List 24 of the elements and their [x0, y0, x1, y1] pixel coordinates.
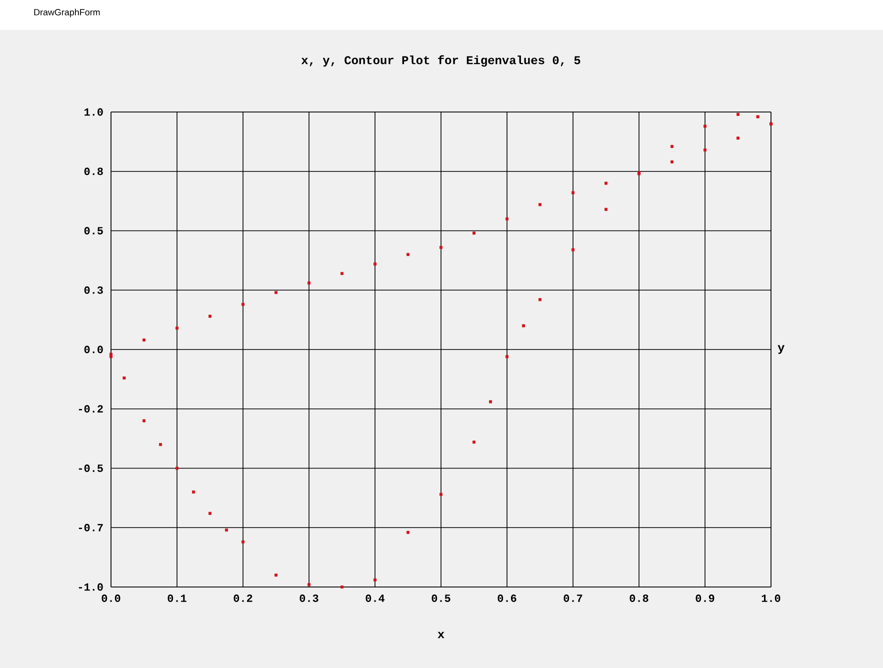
x-tick-label: 0.3	[300, 594, 318, 602]
x-tick-label: 0.4	[366, 594, 385, 602]
x-tick-label: 0.2	[234, 594, 252, 602]
y-tick-label: -0.7	[78, 524, 103, 532]
y-tick-label: 0.5	[84, 227, 103, 234]
y-tick-label: -0.2	[78, 405, 103, 413]
y-tick-label: 1.0	[84, 108, 103, 116]
x-tick-label: 0.7	[564, 594, 582, 602]
y-axis-title: y	[778, 345, 784, 354]
y-tick-label: -0.5	[78, 464, 103, 472]
y-tick-label: 0.8	[84, 168, 103, 176]
chart-title: x, y, Contour Plot for Eigenvalues 0, 5	[301, 55, 580, 67]
x-tick-label: 0.8	[630, 594, 648, 602]
x-tick-label: 0.0	[102, 594, 120, 602]
text: DrawGraphForm	[34, 8, 100, 18]
y-tick-label: 0.3	[84, 286, 103, 294]
x-tick-label: 0.5	[432, 594, 450, 602]
x-axis-title: x	[438, 632, 444, 638]
x-tick-label: 0.1	[168, 594, 186, 602]
x-tick-label: 0.9	[696, 594, 714, 602]
x-tick-label: 1.0	[762, 594, 780, 602]
y-tick-label: 0.0	[84, 346, 103, 354]
y-tick-label: -1.0	[78, 583, 103, 591]
x-tick-label: 0.6	[498, 594, 516, 602]
